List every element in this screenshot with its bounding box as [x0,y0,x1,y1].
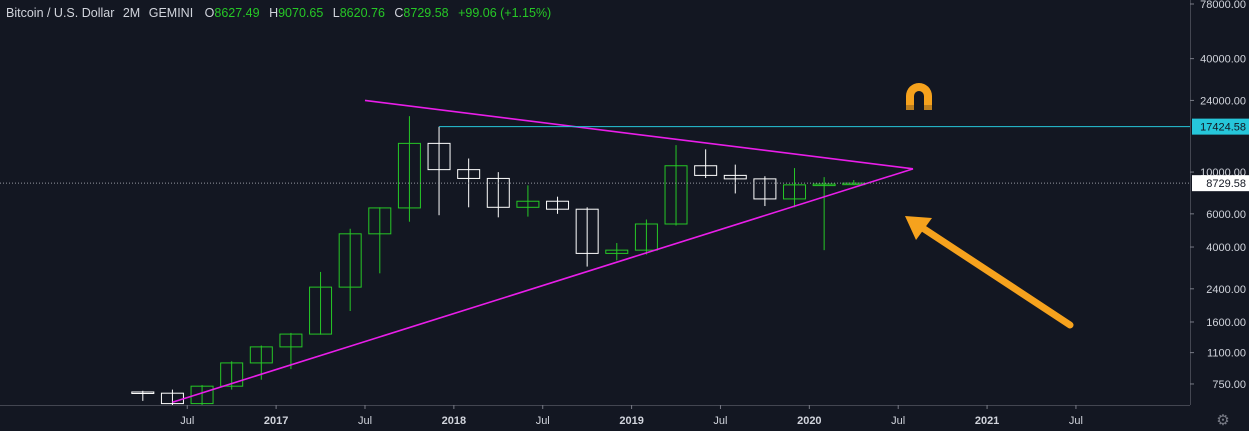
magnet-pole-right [924,105,932,110]
candle-body [723,174,747,180]
candle-body [634,223,658,251]
candle-body [664,165,688,225]
time-tick-label: 2019 [619,415,643,427]
candle-body [457,169,481,179]
candles-layer [131,116,866,408]
time-tick-label: Jul [891,415,905,427]
time-tick-label: 2020 [797,415,821,427]
time-tick-label: Jul [713,415,727,427]
candle-body [220,362,244,387]
time-tick-label: 2018 [442,415,466,427]
price-tick-label: 2400.00 [1206,284,1246,296]
candle-body [812,183,836,187]
open-value: 8627.49 [214,6,260,20]
drawings-layer [0,83,1190,403]
candle-body [131,391,155,394]
time-axis: Jul 2017 Jul 2018 Jul 2019 Jul 2020 Jul 2021 Jul [0,405,1190,431]
resistance-price-label: 17424.58 [1200,122,1246,134]
magnet-icon [906,83,932,110]
trendline-upper [364,99,914,170]
price-tick-label: 1100.00 [1207,348,1246,360]
last-price-label: 8729.58 [1206,178,1246,190]
low-label: L [332,6,340,20]
time-tick-label: Jul [358,415,372,427]
price-axis-bg [1190,0,1249,431]
annotation-arrow [911,219,1074,329]
magnet-pole-left [906,105,914,110]
candle-body [694,165,718,176]
interval-label[interactable]: 2M [122,6,141,20]
time-tick-label: Jul [180,415,194,427]
price-tick-label: 24000.00 [1200,95,1246,107]
time-axis-bg [0,405,1190,431]
close-value: 8729.58 [403,6,449,20]
candle-body [397,142,421,209]
legend-header: Bitcoin / U.S. Dollar 2M GEMINI O8627.49… [6,6,557,20]
time-tick-label: Jul [1069,415,1083,427]
price-axis: 750.00 1100.00 1600.00 2400.00 4000.00 6000.0… [1190,0,1249,431]
candle-body [279,333,303,348]
last-price-label-bg [1192,175,1249,192]
candle-body [753,178,777,200]
candle-body [190,385,214,405]
magnet-body [906,83,932,110]
time-tick-label: Jul [536,415,550,427]
exchange-label: GEMINI [148,6,194,20]
candle-body [783,184,807,200]
price-tick-label: 750.00 [1212,379,1246,391]
close-label: C [394,6,404,20]
trendline-lower [172,168,914,403]
symbol-name[interactable]: Bitcoin / U.S. Dollar [6,6,115,20]
candle-body [338,233,362,288]
candle-body [486,177,510,208]
low-value: 8620.76 [339,6,385,20]
high-label: H [269,6,279,20]
price-tick-label: 40000.00 [1200,54,1246,66]
high-value: 9070.65 [278,6,324,20]
candle-body [575,208,599,254]
time-tick-label: 2017 [264,415,288,427]
open-label: O [204,6,215,20]
price-tick-label: 6000.00 [1206,209,1246,221]
change-value: +99.06 (+1.15%) [458,6,552,20]
candle-body [249,346,273,364]
gear-icon[interactable]: ⚙ [1216,412,1230,429]
candle-body [427,142,451,171]
price-tick-label: 78000.00 [1200,0,1246,11]
resistance-label-bg [1192,118,1249,135]
candle-body [546,200,570,210]
candle-body [309,286,333,335]
arrow-head [905,216,932,240]
price-tick-label: 4000.00 [1206,242,1246,254]
candle-body [605,249,629,254]
time-tick-label: 2021 [975,415,999,427]
candle-body [516,200,540,208]
price-tick-label: 1600.00 [1206,317,1246,329]
candle-body [368,207,392,235]
